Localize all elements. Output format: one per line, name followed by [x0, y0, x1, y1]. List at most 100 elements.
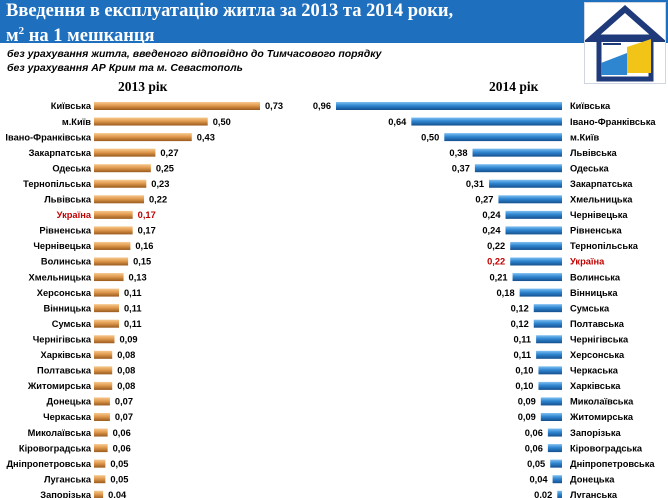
category-label-2013: Вінницька	[44, 303, 92, 313]
category-label-2013: Івано-Франківська	[5, 132, 91, 142]
value-label-2014: 0,06	[525, 428, 543, 438]
value-label-2014: 0,38	[449, 148, 467, 158]
value-label-2014: 0,11	[514, 350, 532, 360]
category-label-2014: Запорізька	[570, 428, 622, 438]
value-label-2013: 0,25	[156, 163, 174, 173]
bar-2014	[474, 164, 562, 173]
value-label-2014: 0,06	[525, 443, 543, 453]
value-label-2014: 0,09	[518, 397, 536, 407]
value-label-2013: 0,15	[133, 257, 151, 267]
bar-2013	[94, 148, 156, 157]
value-label-2014: 0,12	[511, 319, 529, 329]
category-label-2014: Тернопільська	[570, 241, 639, 251]
category-label-2014: Одеська	[570, 163, 609, 173]
bar-2014	[336, 102, 562, 110]
value-label-2013: 0,22	[149, 195, 167, 205]
bar-2014	[552, 475, 562, 484]
bar-2013	[94, 319, 120, 328]
category-label-2014: Чернівецька	[570, 210, 628, 220]
value-label-2013: 0,06	[113, 428, 131, 438]
category-label-2013: Дніпропетровська	[6, 459, 91, 469]
category-label-2013: Кіровоградська	[19, 443, 92, 453]
value-label-2013: 0,73	[265, 101, 283, 111]
chart-2013: Київська 0,73 м.Київ 0,50 Івано-Франківська 0…	[5, 101, 283, 498]
title-2014: 2014 рік	[489, 79, 539, 94]
bar-2014	[547, 428, 562, 437]
bar-2013	[94, 257, 129, 266]
bar-2014	[498, 195, 562, 204]
category-label-2014: Рівненська	[570, 226, 622, 236]
value-label-2013: 0,07	[115, 412, 133, 422]
bar-2014	[510, 241, 562, 250]
value-label-2013: 0,06	[113, 443, 131, 453]
bar-2014	[505, 226, 562, 235]
bar-2013	[94, 366, 113, 375]
bar-2013	[94, 195, 145, 204]
page-title: Введення в експлуатацію житла за 2013 та…	[6, 1, 453, 46]
category-label-2013: Житомирська	[27, 381, 92, 391]
bar-2013	[94, 102, 260, 110]
bar-2013	[94, 397, 110, 406]
category-label-2014: Луганська	[570, 490, 618, 498]
category-label-2014: Донецька	[570, 474, 615, 484]
bar-2014	[538, 381, 562, 390]
bar-2013	[94, 226, 133, 235]
value-label-2013: 0,08	[117, 350, 135, 360]
bar-2014	[533, 304, 562, 313]
value-label-2013: 0,50	[213, 117, 231, 127]
value-label-2014: 0,10	[515, 381, 533, 391]
bar-2014	[510, 257, 562, 266]
value-label-2013: 0,17	[138, 210, 156, 220]
bar-2014	[533, 319, 562, 328]
title-line-1: Введення в експлуатацію житла за 2013 та…	[6, 1, 454, 21]
bar-2013	[94, 335, 115, 344]
value-label-2014: 0,09	[518, 412, 536, 422]
category-label-2014: Івано-Франківська	[570, 117, 656, 127]
bar-2013	[94, 164, 151, 173]
value-label-2013: 0,11	[124, 319, 142, 329]
bar-2013	[94, 241, 131, 250]
category-label-2013: Закарпатська	[29, 148, 92, 158]
category-label-2013: Запорізька	[40, 490, 92, 498]
category-label-2013: м.Київ	[62, 117, 91, 127]
bar-2013	[94, 428, 108, 437]
bar-2013	[94, 304, 120, 313]
category-label-2014: Чернігівська	[570, 334, 629, 344]
value-label-2014: 0,05	[527, 459, 545, 469]
value-label-2013: 0,23	[151, 179, 169, 189]
bar-2014	[505, 210, 562, 219]
bar-2014	[489, 179, 562, 188]
bar-2013	[94, 381, 113, 390]
category-label-2014: Хмельницька	[570, 195, 633, 205]
value-label-2014: 0,96	[313, 101, 331, 111]
bar-2014	[547, 444, 562, 453]
value-label-2014: 0,22	[487, 241, 505, 251]
bar-2013	[94, 413, 110, 421]
bar-2014	[557, 490, 562, 498]
title-2013: 2013 рік	[118, 79, 168, 94]
category-label-2013: Чернівецька	[33, 241, 91, 251]
category-label-2014: Вінницька	[570, 288, 618, 298]
value-label-2013: 0,13	[129, 272, 147, 282]
category-label-2013: Україна	[57, 210, 92, 220]
value-label-2014: 0,24	[482, 210, 501, 220]
value-label-2013: 0,08	[117, 381, 135, 391]
category-label-2014: Україна	[570, 257, 605, 267]
bar-2014	[540, 397, 562, 406]
category-label-2014: Сумська	[570, 303, 610, 313]
category-label-2014: Київська	[570, 101, 611, 111]
bar-2014	[540, 413, 562, 421]
category-label-2013: Донецька	[47, 397, 92, 407]
category-label-2014: Черкаська	[570, 366, 619, 376]
bar-2014	[550, 459, 562, 468]
value-label-2013: 0,11	[124, 288, 142, 298]
bar-2014	[536, 335, 562, 344]
value-label-2014: 0,37	[452, 163, 470, 173]
bar-2013	[94, 350, 113, 359]
value-label-2014: 0,18	[497, 288, 515, 298]
bar-2014	[538, 366, 562, 375]
value-label-2014: 0,21	[489, 272, 507, 282]
bar-2013	[94, 444, 108, 453]
title-line-2: м2 на 1 мешканця	[6, 25, 155, 47]
value-label-2013: 0,17	[138, 226, 156, 236]
